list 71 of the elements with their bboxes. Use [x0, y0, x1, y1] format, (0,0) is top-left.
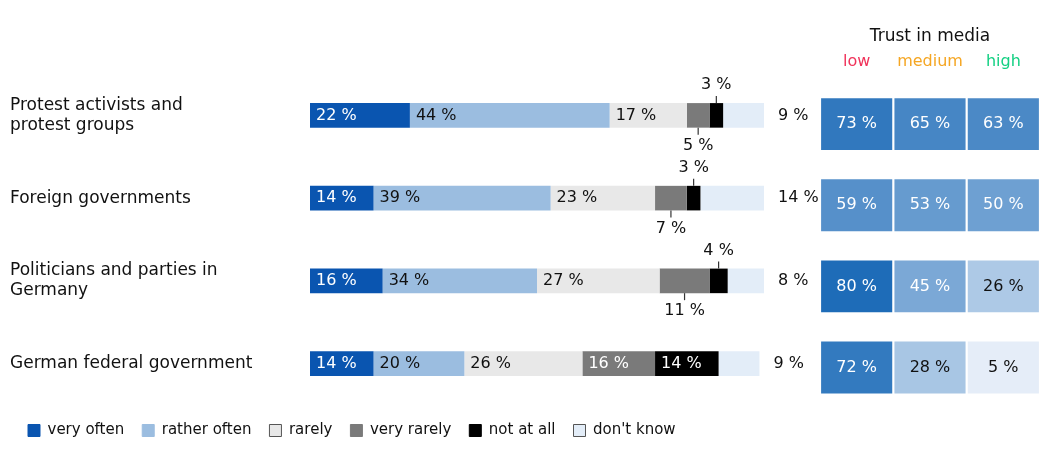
chart-title: Trust in media — [868, 24, 991, 45]
data-label: 4 % — [703, 239, 734, 259]
data-label: 14 % — [778, 187, 819, 207]
data-label: 9 % — [773, 352, 804, 372]
data-label: 11 % — [664, 300, 705, 320]
data-label: 17 % — [615, 104, 657, 124]
x-tick-label: low — [843, 51, 871, 71]
data-label: 80 % — [836, 275, 877, 295]
data-label: 14 % — [316, 352, 357, 372]
bar — [382, 268, 537, 294]
data-label: 3 % — [701, 74, 732, 94]
data-label: 53 % — [909, 194, 951, 214]
data-label: 59 % — [836, 194, 877, 214]
bar — [409, 103, 610, 128]
data-label: 5 % — [682, 134, 714, 154]
bar — [655, 351, 719, 376]
bar — [310, 103, 410, 128]
bar — [709, 268, 728, 294]
legend-label: don't know — [593, 420, 676, 439]
bar — [727, 268, 764, 294]
y-tick-label: Foreign governments — [10, 186, 191, 207]
bar — [709, 103, 724, 128]
data-label: 7 % — [655, 217, 687, 237]
bar — [686, 185, 701, 211]
bar — [464, 351, 583, 376]
data-label: 63 % — [983, 113, 1024, 133]
data-label: 26 % — [983, 275, 1024, 295]
bar — [655, 185, 687, 211]
bar — [373, 351, 465, 376]
data-label: 27 % — [543, 270, 584, 290]
data-label: 44 % — [415, 104, 457, 124]
y-tick-label: Protest activists and protest groups — [10, 93, 183, 134]
y-tick-label: Politicians and parties in Germany — [10, 259, 218, 300]
data-label: 14 % — [661, 352, 702, 372]
data-label: 14 % — [316, 187, 357, 207]
legend-label: rather often — [161, 420, 252, 439]
data-label: 28 % — [909, 356, 951, 376]
bar — [700, 185, 764, 211]
bar — [310, 351, 374, 376]
data-label: 23 % — [556, 187, 598, 207]
data-label: 34 % — [388, 270, 430, 290]
data-label: 22 % — [316, 104, 357, 124]
bar — [718, 351, 760, 376]
data-label: 72 % — [836, 356, 877, 376]
bar — [582, 351, 656, 376]
data-label: 9 % — [778, 104, 809, 124]
bar — [659, 268, 710, 294]
legend-label: very rarely — [369, 420, 452, 439]
data-label: 20 % — [379, 352, 421, 372]
legend-label: not at all — [488, 420, 556, 439]
x-tick-label: medium — [897, 51, 963, 71]
data-label: 39 % — [379, 187, 421, 207]
bar — [609, 103, 687, 128]
data-label: 50 % — [983, 194, 1024, 214]
data-label: 45 % — [909, 275, 951, 295]
bar — [723, 103, 764, 128]
data-label: 3 % — [678, 156, 709, 176]
bar — [686, 103, 710, 128]
bar — [373, 185, 551, 211]
data-label: 8 % — [778, 270, 809, 290]
data-label: 16 % — [588, 352, 630, 372]
data-label: 16 % — [316, 270, 357, 290]
data-label: 26 % — [470, 352, 512, 372]
legend-label: very often — [47, 420, 125, 439]
legend-label: rarely — [288, 420, 333, 439]
data-label: 5 % — [988, 356, 1019, 376]
bar — [537, 268, 660, 294]
data-label: 73 % — [836, 113, 877, 133]
data-label: 65 % — [909, 113, 951, 133]
x-tick-label: high — [985, 51, 1021, 71]
y-tick-label: German federal government — [10, 352, 253, 373]
